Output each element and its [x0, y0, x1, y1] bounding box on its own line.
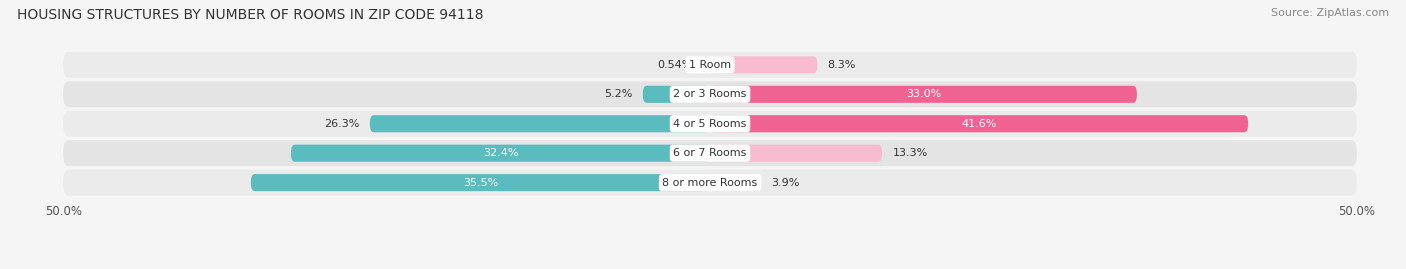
Text: Source: ZipAtlas.com: Source: ZipAtlas.com — [1271, 8, 1389, 18]
Text: 8 or more Rooms: 8 or more Rooms — [662, 178, 758, 187]
Text: 26.3%: 26.3% — [325, 119, 360, 129]
FancyBboxPatch shape — [291, 145, 710, 162]
FancyBboxPatch shape — [710, 115, 1249, 132]
FancyBboxPatch shape — [250, 174, 710, 191]
Text: 5.2%: 5.2% — [605, 89, 633, 99]
Text: HOUSING STRUCTURES BY NUMBER OF ROOMS IN ZIP CODE 94118: HOUSING STRUCTURES BY NUMBER OF ROOMS IN… — [17, 8, 484, 22]
Text: 41.6%: 41.6% — [962, 119, 997, 129]
FancyBboxPatch shape — [63, 170, 1357, 196]
Text: 0.54%: 0.54% — [658, 60, 693, 70]
Text: 1 Room: 1 Room — [689, 60, 731, 70]
FancyBboxPatch shape — [63, 140, 1357, 166]
FancyBboxPatch shape — [703, 56, 710, 73]
Text: 8.3%: 8.3% — [828, 60, 856, 70]
FancyBboxPatch shape — [710, 174, 761, 191]
FancyBboxPatch shape — [710, 86, 1137, 103]
Text: 35.5%: 35.5% — [463, 178, 498, 187]
FancyBboxPatch shape — [370, 115, 710, 132]
Text: 33.0%: 33.0% — [905, 89, 941, 99]
FancyBboxPatch shape — [63, 52, 1357, 78]
FancyBboxPatch shape — [643, 86, 710, 103]
FancyBboxPatch shape — [63, 81, 1357, 107]
Text: 4 or 5 Rooms: 4 or 5 Rooms — [673, 119, 747, 129]
FancyBboxPatch shape — [63, 111, 1357, 137]
Text: 2 or 3 Rooms: 2 or 3 Rooms — [673, 89, 747, 99]
Text: 32.4%: 32.4% — [482, 148, 519, 158]
Text: 13.3%: 13.3% — [893, 148, 928, 158]
Text: 6 or 7 Rooms: 6 or 7 Rooms — [673, 148, 747, 158]
Text: 3.9%: 3.9% — [770, 178, 799, 187]
FancyBboxPatch shape — [710, 56, 817, 73]
FancyBboxPatch shape — [710, 145, 882, 162]
